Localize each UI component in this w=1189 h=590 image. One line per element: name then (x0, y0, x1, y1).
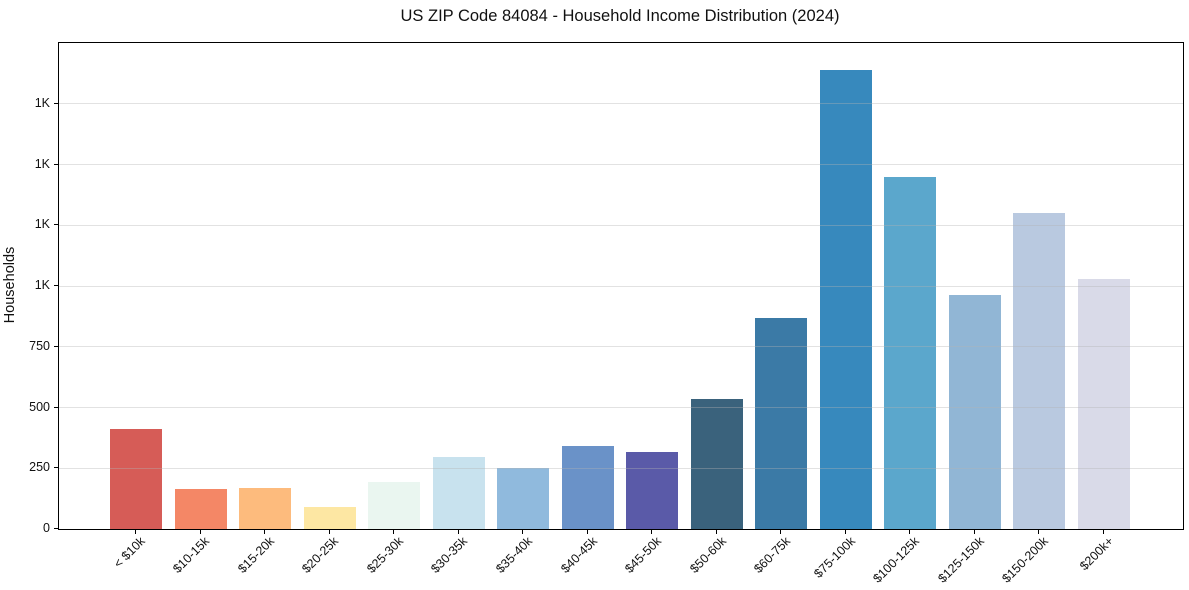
plot-area (58, 42, 1184, 530)
y-tick-mark (54, 467, 58, 469)
x-tick-label: $60-75k (751, 534, 794, 576)
x-tick-mark (715, 530, 717, 534)
x-tick-mark (909, 530, 911, 534)
bar-10-15k (174, 488, 227, 529)
y-tick-label: 0 (43, 521, 50, 535)
bar-45-50k (626, 452, 679, 529)
gridline (59, 467, 1183, 469)
x-tick-label: $10-15k (170, 534, 213, 576)
x-tick-label: $125-150k (935, 534, 987, 586)
x-tick-mark (393, 530, 395, 534)
bar-100-125k (884, 176, 937, 529)
x-tick-mark (844, 530, 846, 534)
x-tick-label: < $10k (111, 534, 148, 571)
bar-35-40k (497, 468, 550, 529)
x-tick-mark (1038, 530, 1040, 534)
bar-10k (110, 429, 162, 529)
bar-40-45k (561, 446, 614, 529)
gridline (59, 224, 1183, 226)
x-tick-label: $40-45k (557, 534, 600, 576)
bar-150-200k (1013, 213, 1066, 529)
y-tick-mark (54, 102, 58, 104)
x-tick-label: $200k+ (1076, 534, 1116, 574)
bar-75-100k (819, 69, 872, 529)
bar-25-30k (368, 481, 421, 529)
y-tick-mark (54, 224, 58, 226)
chart-title: US ZIP Code 84084 - Household Income Dis… (400, 7, 840, 25)
x-tick-mark (651, 530, 653, 534)
x-tick-mark (522, 530, 524, 534)
y-tick-label: 750 (29, 338, 50, 353)
bar-20-25k (303, 507, 356, 529)
y-tick-label: 500 (29, 399, 50, 414)
y-tick-mark (54, 528, 58, 529)
gridline (59, 103, 1183, 105)
x-tick-mark (973, 530, 975, 534)
gridline (59, 346, 1183, 348)
gridline (59, 407, 1183, 408)
y-tick-label: 1K (34, 156, 50, 171)
x-tick-label: $100-125k (870, 534, 923, 586)
x-tick-label: $15-20k (235, 534, 277, 576)
bar-30-35k (432, 457, 485, 529)
gridline (59, 164, 1183, 165)
x-tick-label: $75-100k (811, 534, 858, 581)
x-tick-label: $45-50k (622, 534, 665, 576)
x-tick-label: $30-35k (428, 534, 471, 576)
y-tick-label: 1K (34, 217, 50, 232)
x-tick-mark (1103, 530, 1104, 534)
x-tick-mark (780, 530, 782, 534)
x-tick-mark (264, 530, 266, 534)
bar-200k (1078, 278, 1130, 529)
x-tick-label: $150-200k (999, 534, 1052, 586)
y-tick-mark (54, 163, 58, 165)
x-tick-label: $35-40k (493, 534, 536, 576)
y-tick-label: 1K (34, 278, 50, 292)
bar-60-75k (755, 317, 808, 529)
bar-125-150k (948, 294, 1001, 529)
x-tick-label: $25-30k (364, 534, 407, 576)
x-tick-label: $50-60k (686, 534, 729, 576)
y-tick-mark (54, 345, 58, 347)
x-tick-mark (328, 530, 330, 534)
y-tick-mark (54, 406, 58, 408)
y-tick-mark (54, 285, 58, 286)
gridline (59, 285, 1183, 287)
x-tick-mark (135, 530, 136, 534)
x-tick-mark (199, 530, 201, 534)
x-tick-mark (457, 530, 459, 534)
y-tick-label: 1K (34, 95, 50, 110)
bar-50-60k (690, 399, 743, 529)
bar-15-20k (239, 487, 292, 529)
x-tick-label: $20-25k (299, 534, 342, 576)
y-tick-label: 250 (29, 460, 50, 475)
x-tick-mark (586, 530, 588, 534)
